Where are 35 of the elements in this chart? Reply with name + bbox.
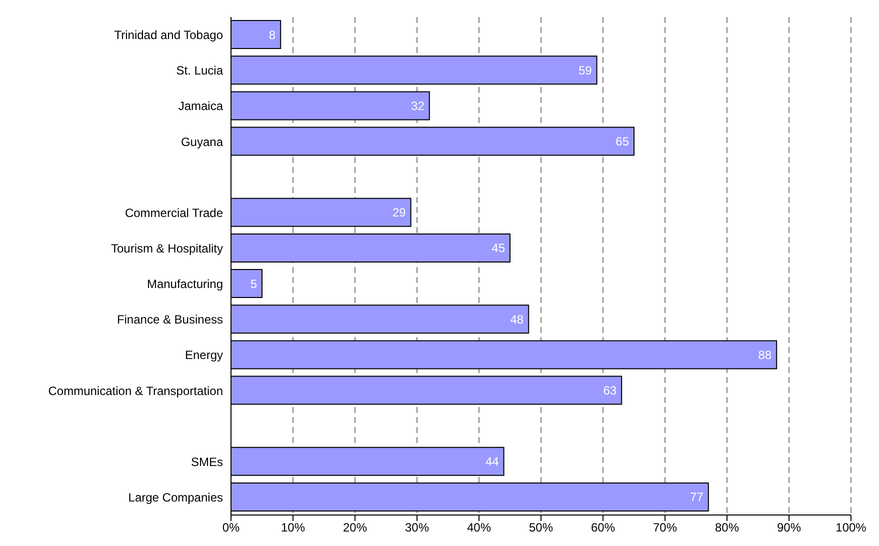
x-tick-label: 30% <box>404 520 430 535</box>
data-label: 63 <box>603 384 617 398</box>
data-label: 88 <box>758 348 772 362</box>
data-label: 65 <box>616 134 630 149</box>
data-label: 5 <box>250 276 258 291</box>
y-tick-label: Trinidad and Tobago <box>114 28 224 42</box>
y-tick-label: Guyana <box>180 134 224 149</box>
y-tick-label: Jamaica <box>178 99 224 114</box>
x-tick-label: 10% <box>280 520 306 535</box>
y-tick-label: SMEs <box>190 454 223 469</box>
x-tick-label: 70% <box>652 520 678 535</box>
y-tick-label: Manufacturing <box>146 277 223 292</box>
x-tick-label: 40% <box>466 520 492 535</box>
y-tick-label: Commercial Trade <box>124 206 224 220</box>
data-label: 77 <box>690 490 704 504</box>
data-label: 45 <box>492 241 506 256</box>
y-tick-label: Tourism & Hospitality <box>110 241 223 256</box>
y-tick-label: Finance & Business <box>116 312 223 327</box>
data-label: 59 <box>578 63 592 78</box>
x-tick-label: 50% <box>528 520 554 535</box>
data-label: 32 <box>411 98 425 113</box>
data-label: 48 <box>510 312 524 326</box>
y-tick-label: St. Lucia <box>176 64 224 78</box>
x-tick-label: 20% <box>342 520 368 535</box>
x-tick-label: 80% <box>714 520 740 535</box>
x-tick-label: 90% <box>776 520 802 535</box>
y-tick-label: Large Companies <box>128 490 223 504</box>
x-tick-label: 60% <box>590 520 616 535</box>
y-tick-label: Energy <box>184 348 223 362</box>
data-label: 29 <box>392 206 406 220</box>
x-tick-label: 100% <box>836 520 867 535</box>
x-tick-label: 0% <box>222 520 240 535</box>
data-label: 44 <box>485 454 500 469</box>
y-tick-label: Communication & Transportation <box>48 384 223 398</box>
data-label: 8 <box>268 28 276 42</box>
